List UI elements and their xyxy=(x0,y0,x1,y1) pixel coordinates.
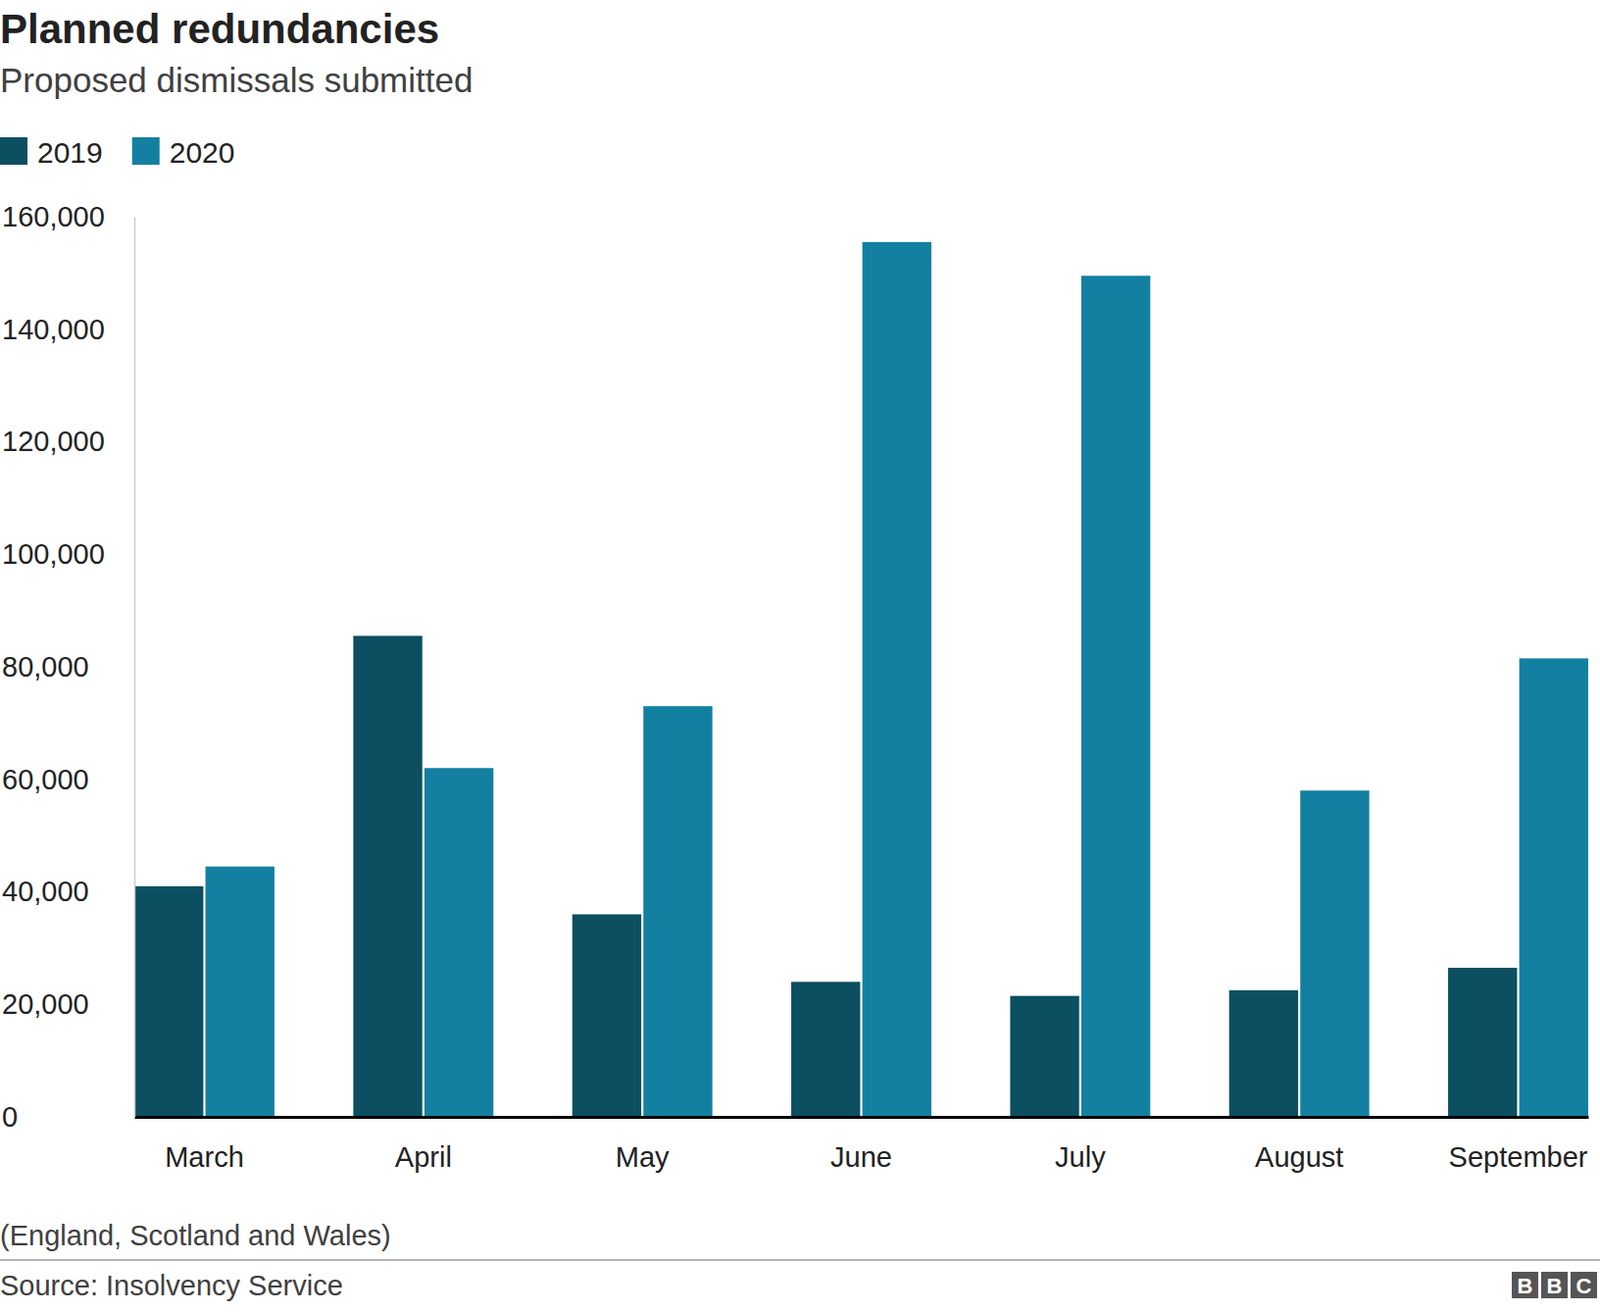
logo-text: BBC xyxy=(1517,1273,1593,1299)
x-axis: March April May June July August September xyxy=(135,1116,1590,1173)
y-tick: 160,000 xyxy=(1,200,135,233)
y-tick-label: 140,000 xyxy=(1,313,105,346)
y-tick-label: 40,000 xyxy=(1,875,90,907)
y-tick: 100,000 xyxy=(1,538,135,570)
y-tick-label: 60,000 xyxy=(1,763,90,796)
logo-letter: B xyxy=(1517,1273,1534,1299)
bar xyxy=(572,913,642,1117)
logo-letter: B xyxy=(1547,1273,1563,1299)
x-tick-label: June xyxy=(830,1141,893,1173)
note: (England, Scotland and Wales) xyxy=(0,1219,392,1251)
x-tick: March xyxy=(164,1116,245,1173)
bar xyxy=(862,242,932,1117)
y-axis-line xyxy=(134,217,137,1118)
logo-box xyxy=(1511,1271,1539,1299)
legend-label: 2019 xyxy=(37,136,103,169)
title: Planned redundancies xyxy=(0,5,440,52)
x-tick-label: April xyxy=(395,1141,452,1173)
x-tick: September xyxy=(1449,1116,1589,1173)
y-tick: 0 xyxy=(1,1100,135,1133)
x-axis-line xyxy=(135,1115,1590,1119)
x-tick: July xyxy=(1054,1116,1106,1173)
y-tick-label: 100,000 xyxy=(1,538,105,570)
bar xyxy=(205,866,275,1117)
bar xyxy=(134,886,203,1117)
x-tick: June xyxy=(830,1116,893,1173)
y-tick: 120,000 xyxy=(1,425,135,457)
y-tick-label: 20,000 xyxy=(1,988,90,1020)
y-tick-label: 80,000 xyxy=(1,650,90,683)
y-tick-label: 0 xyxy=(1,1100,18,1133)
bar xyxy=(1519,657,1589,1117)
bar xyxy=(1081,275,1150,1117)
subtitle: Proposed dismissals submitted xyxy=(0,60,473,100)
x-tick-label: August xyxy=(1254,1141,1344,1173)
x-tick-label: May xyxy=(615,1141,670,1173)
y-tick-label: 160,000 xyxy=(1,200,105,233)
logo-box xyxy=(1541,1271,1568,1299)
x-tick: May xyxy=(615,1116,670,1173)
bar xyxy=(424,767,494,1117)
logo: BBC xyxy=(1511,1271,1598,1299)
legend: 2019 2020 xyxy=(0,136,236,169)
bar xyxy=(1300,790,1369,1117)
y-axis: 0 20,000 40,000 60,000 80,000 100,000 120,000 1… xyxy=(1,200,136,1133)
x-tick: August xyxy=(1254,1116,1344,1173)
y-tick: 20,000 xyxy=(1,988,135,1020)
legend-label: 2020 xyxy=(169,136,236,169)
x-tick-label: September xyxy=(1449,1141,1589,1173)
x-tick-label: March xyxy=(164,1141,245,1173)
x-tick-label: July xyxy=(1054,1141,1106,1173)
bar xyxy=(643,705,712,1117)
bar xyxy=(791,981,860,1117)
bar xyxy=(352,635,422,1117)
y-tick: 40,000 xyxy=(1,875,135,907)
chart: Planned redundancies Proposed dismissals … xyxy=(0,0,1600,1312)
source: Source: Insolvency Service xyxy=(0,1269,344,1301)
footer-rule xyxy=(0,1258,1600,1261)
x-tick: April xyxy=(395,1116,452,1173)
bar xyxy=(1229,990,1299,1117)
bar xyxy=(1009,996,1079,1117)
y-tick: 80,000 xyxy=(1,650,135,683)
logo-letter: C xyxy=(1576,1273,1593,1299)
y-tick-label: 120,000 xyxy=(1,425,105,457)
y-tick: 140,000 xyxy=(1,313,135,346)
legend-swatch xyxy=(132,137,160,165)
logo-box xyxy=(1570,1271,1598,1299)
legend-swatch xyxy=(0,137,28,165)
bars xyxy=(134,242,1589,1117)
bar xyxy=(1448,967,1517,1117)
y-tick: 60,000 xyxy=(1,763,135,796)
